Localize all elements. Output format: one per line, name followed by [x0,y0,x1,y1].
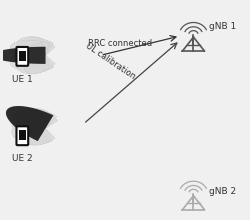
FancyBboxPatch shape [18,130,26,140]
Text: UL calibration: UL calibration [84,41,137,81]
Polygon shape [20,108,57,140]
Polygon shape [24,47,55,74]
Polygon shape [0,47,46,64]
Polygon shape [6,106,53,141]
Polygon shape [17,43,54,74]
Polygon shape [24,118,55,145]
Polygon shape [12,114,48,143]
Text: UE 2: UE 2 [12,154,33,163]
Polygon shape [14,110,53,142]
Text: UE 1: UE 1 [12,75,33,84]
Polygon shape [18,116,52,145]
Text: gNB 2: gNB 2 [209,187,236,196]
FancyBboxPatch shape [16,47,28,66]
FancyBboxPatch shape [16,126,28,145]
Polygon shape [17,37,54,67]
Polygon shape [27,109,58,136]
Polygon shape [24,37,55,64]
Polygon shape [10,40,49,68]
Text: RRC connected: RRC connected [88,39,152,48]
Polygon shape [12,114,48,142]
Polygon shape [10,43,49,70]
Text: gNB 1: gNB 1 [209,22,236,31]
FancyBboxPatch shape [18,51,26,61]
